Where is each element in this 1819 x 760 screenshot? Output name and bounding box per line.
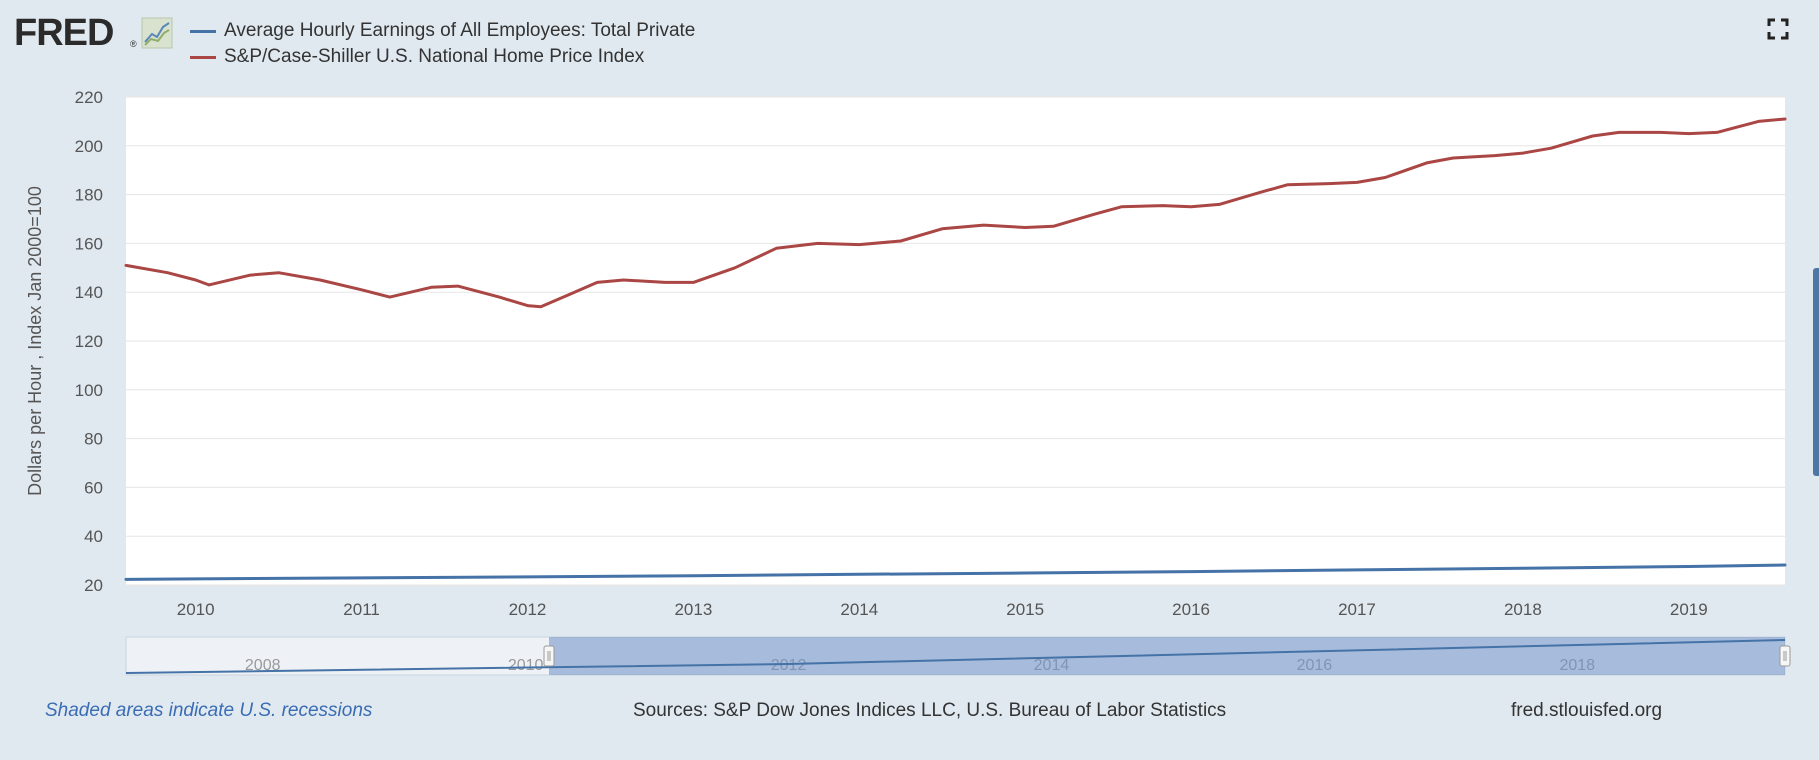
navigator-window[interactable]	[549, 637, 1785, 675]
y-tick-label: 80	[84, 430, 103, 449]
series-line-home-price[interactable]	[124, 117, 1787, 309]
fullscreen-icon[interactable]	[1767, 18, 1789, 40]
x-tick-label: 2019	[1670, 600, 1708, 619]
navigator-handle-left[interactable]	[543, 645, 555, 667]
navigator-handle-right[interactable]	[1779, 645, 1791, 667]
x-tick-label: 2015	[1006, 600, 1044, 619]
navigator-label: 2008	[245, 657, 281, 674]
y-tick-label: 200	[75, 137, 103, 156]
x-tick-label: 2016	[1172, 600, 1210, 619]
y-tick-label: 60	[84, 478, 103, 497]
logo-registered: ®	[130, 39, 137, 49]
x-tick-label: 2011	[343, 600, 380, 619]
legend-label-earnings: Average Hourly Earnings of All Employees…	[224, 20, 696, 41]
logo-text: FRED	[14, 12, 113, 52]
y-tick-label: 20	[84, 576, 103, 595]
x-tick-label: 2014	[840, 600, 878, 619]
y-tick-label: 120	[75, 332, 103, 351]
legend-label-home-price: S&P/Case-Shiller U.S. National Home Pric…	[224, 46, 645, 67]
recession-note-link[interactable]: Shaded areas indicate U.S. recessions	[45, 700, 373, 721]
legend-swatch-blue	[190, 29, 216, 33]
chart: 20 40 60 80 100 120 140 160 180 200 220 2010 2011 20…	[25, 88, 1791, 676]
legend-item-earnings[interactable]: Average Hourly Earnings of All Employees…	[190, 18, 695, 44]
x-tick-label: 2017	[1338, 600, 1376, 619]
y-tick-label: 40	[84, 527, 103, 546]
y-tick-label: 180	[75, 186, 103, 205]
scrollbar-thumb[interactable]	[1813, 268, 1819, 476]
x-tick-label: 2012	[509, 600, 547, 619]
y-tick-label: 140	[75, 283, 103, 302]
chart-legend: Average Hourly Earnings of All Employees…	[190, 18, 695, 70]
x-tick-label: 2013	[674, 600, 712, 619]
y-tick-label: 100	[75, 381, 103, 400]
y-axis-label: Dollars per Hour , Index Jan 2000=100	[25, 186, 45, 496]
y-tick-label: 220	[75, 88, 103, 107]
legend-item-home-price[interactable]: S&P/Case-Shiller U.S. National Home Pric…	[190, 44, 695, 70]
navigator[interactable]: 200820102012201420162018	[125, 636, 1791, 676]
navigator-label: 2010	[508, 657, 544, 674]
sources-text: Sources: S&P Dow Jones Indices LLC, U.S.…	[633, 700, 1227, 721]
x-tick-label: 2010	[177, 600, 215, 619]
legend-swatch-red	[190, 55, 216, 59]
navigator-series-line	[125, 639, 1786, 674]
site-link[interactable]: fred.stlouisfed.org	[1511, 700, 1663, 721]
x-tick-label: 2018	[1504, 600, 1542, 619]
fred-logo[interactable]: FRED ®	[14, 12, 174, 52]
chart-trend-icon	[141, 17, 173, 49]
y-tick-label: 160	[75, 234, 103, 253]
series-line-earnings[interactable]	[124, 563, 1787, 581]
